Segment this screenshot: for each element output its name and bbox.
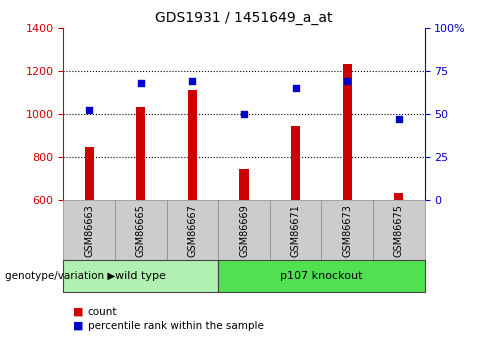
Bar xyxy=(394,193,404,200)
Bar xyxy=(343,64,352,200)
Point xyxy=(292,85,300,91)
Point xyxy=(343,78,351,84)
Point xyxy=(137,80,145,86)
Bar xyxy=(84,147,94,200)
Text: GSM86665: GSM86665 xyxy=(136,204,146,257)
Point xyxy=(188,78,196,84)
Text: GSM86675: GSM86675 xyxy=(394,204,404,257)
Bar xyxy=(239,169,249,200)
Text: count: count xyxy=(88,307,117,317)
Bar xyxy=(188,90,197,200)
Point xyxy=(395,116,403,122)
Text: GSM86671: GSM86671 xyxy=(290,204,301,257)
Text: GSM86673: GSM86673 xyxy=(342,204,352,257)
Title: GDS1931 / 1451649_a_at: GDS1931 / 1451649_a_at xyxy=(155,11,333,25)
Bar xyxy=(136,107,145,200)
Text: GSM86663: GSM86663 xyxy=(84,204,94,257)
Text: GSM86667: GSM86667 xyxy=(187,204,198,257)
Text: wild type: wild type xyxy=(115,271,166,281)
Text: ■: ■ xyxy=(73,321,84,331)
Point xyxy=(240,111,248,117)
Text: ■: ■ xyxy=(73,307,84,317)
Text: GSM86669: GSM86669 xyxy=(239,204,249,257)
Point xyxy=(85,108,93,113)
Text: genotype/variation ▶: genotype/variation ▶ xyxy=(5,271,115,281)
Text: p107 knockout: p107 knockout xyxy=(280,271,363,281)
Bar xyxy=(291,126,300,200)
Text: percentile rank within the sample: percentile rank within the sample xyxy=(88,321,264,331)
